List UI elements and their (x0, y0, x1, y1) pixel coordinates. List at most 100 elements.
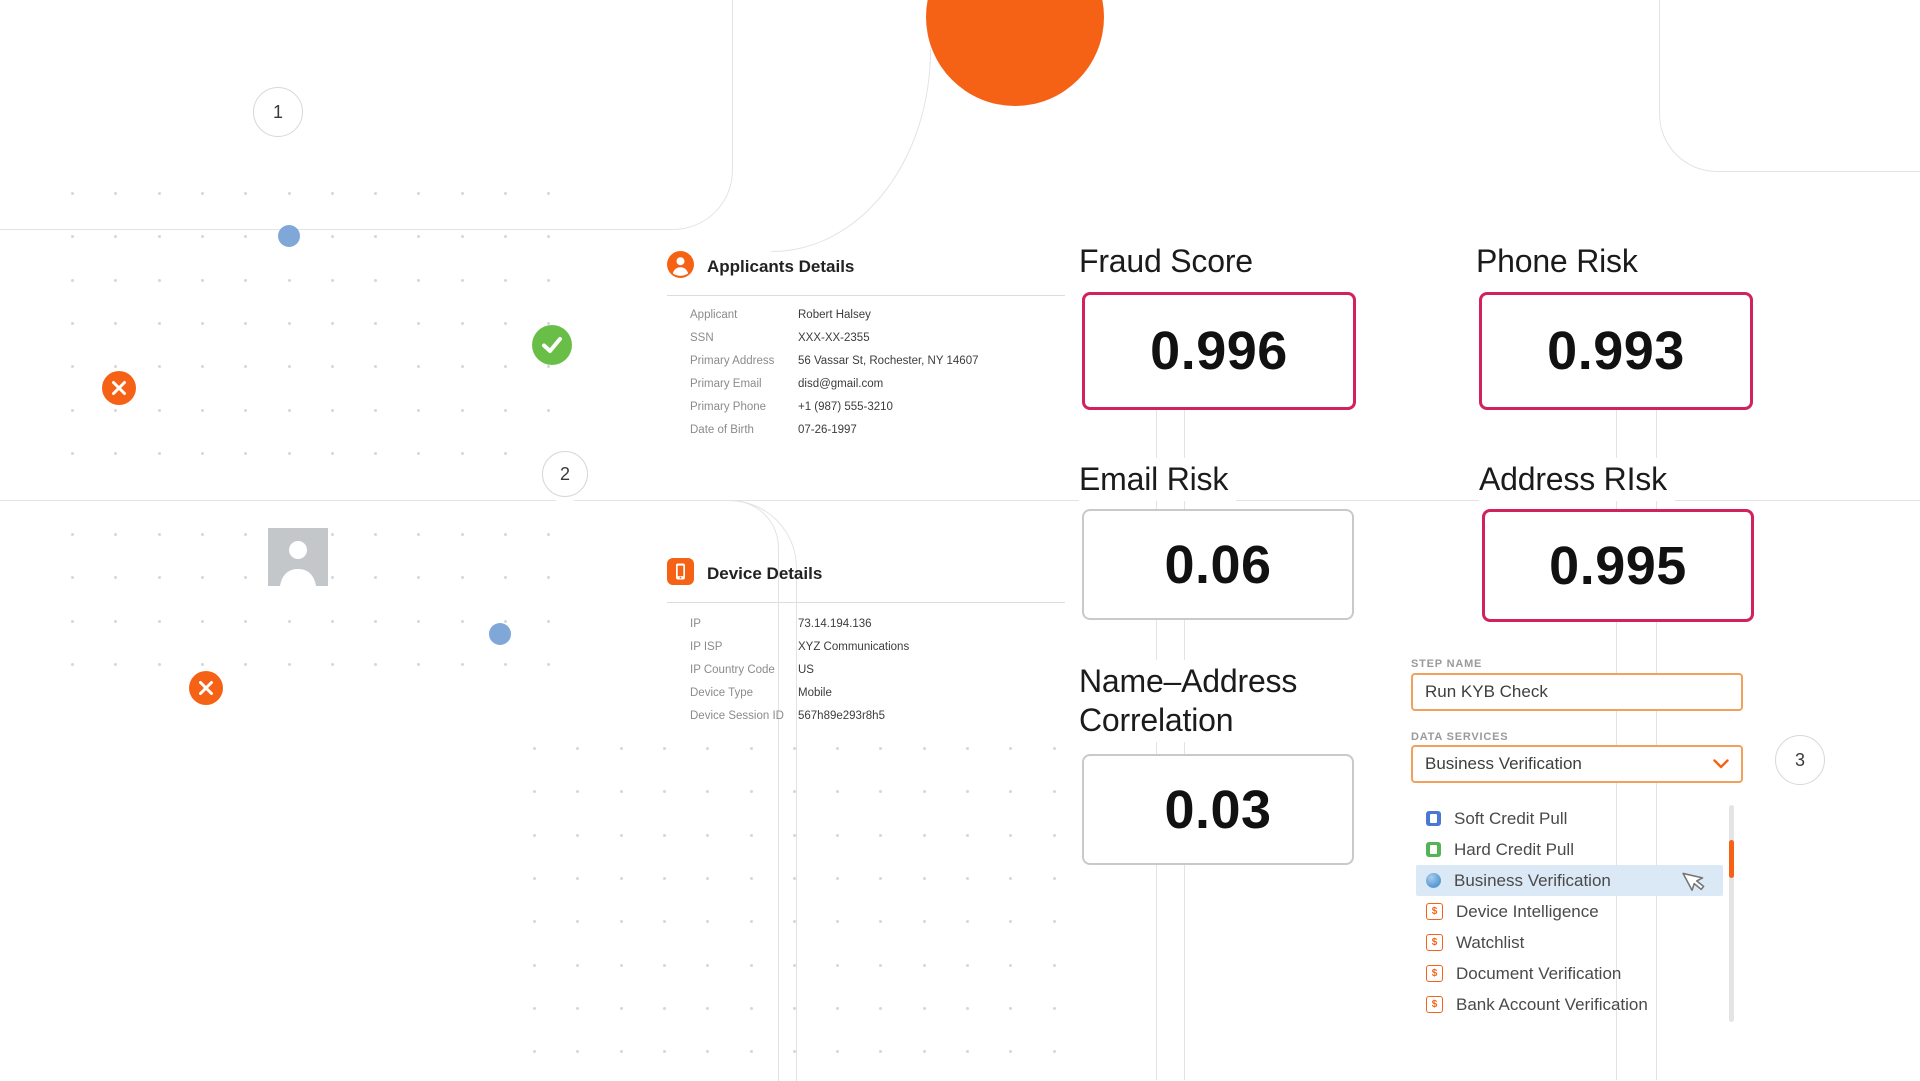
field-label: Device Type (690, 687, 754, 699)
grid-dot (331, 576, 334, 579)
scrollbar-thumb[interactable] (1729, 840, 1734, 878)
grid-dot (374, 235, 377, 238)
workflow-container-outline (1659, 0, 1920, 172)
grid-dot (417, 452, 420, 455)
option-business-verification[interactable]: Business Verification (1416, 865, 1723, 896)
grid-dot (331, 322, 334, 325)
phone-risk-value: 0.993 (1547, 321, 1685, 381)
grid-dot (533, 920, 536, 923)
email-risk-box: 0.06 (1082, 509, 1354, 620)
grid-dot (1009, 747, 1012, 750)
grid-dot (1009, 877, 1012, 880)
grid-dot (417, 322, 420, 325)
field-label: Primary Phone (690, 401, 767, 413)
grid-dot (417, 533, 420, 536)
grid-dot (750, 920, 753, 923)
grid-dot (244, 235, 247, 238)
step-marker-3: 3 (1775, 735, 1825, 785)
grid-dot (331, 452, 334, 455)
option-label: Soft Credit Pull (1454, 808, 1568, 828)
grid-dot (71, 533, 74, 536)
grid-dot (1009, 920, 1012, 923)
field-row: Primary Phone +1 (987) 555-3210 (667, 400, 1065, 414)
grid-dot (504, 409, 507, 412)
grid-dot (331, 279, 334, 282)
grid-dot (374, 533, 377, 536)
grid-dot (374, 409, 377, 412)
option-soft-credit-pull[interactable]: Soft Credit Pull (1416, 803, 1723, 834)
dollar-orange-icon (1426, 934, 1443, 951)
grid-dot (750, 747, 753, 750)
grid-dot (663, 1050, 666, 1053)
grid-dot (547, 365, 550, 368)
scrollbar[interactable] (1729, 805, 1734, 1022)
dollar-orange-icon (1426, 965, 1443, 982)
device-details-card: Device Details IP 73.14.194.136 IP ISP XYZ… (667, 557, 1065, 732)
grid-dot (288, 620, 291, 623)
field-row: Primary Address 56 Vassar St, Rochester, … (667, 354, 1065, 368)
option-document-verification[interactable]: Document Verification (1416, 958, 1723, 989)
field-row: IP 73.14.194.136 (667, 617, 1065, 631)
field-value: US (798, 664, 814, 676)
grid-dot (879, 920, 882, 923)
grid-dot (533, 877, 536, 880)
grid-dot (966, 877, 969, 880)
grid-dot (158, 235, 161, 238)
grid-dot (461, 322, 464, 325)
grid-dot (547, 452, 550, 455)
address-risk-title: Address RIsk (1479, 458, 1675, 502)
grid-dot (1009, 1007, 1012, 1010)
name-address-correlation-box: 0.03 (1082, 754, 1354, 865)
grid-dot (71, 365, 74, 368)
grid-dot (966, 834, 969, 837)
address-risk-box: 0.995 (1482, 509, 1754, 622)
grid-dot (750, 964, 753, 967)
applicant-card-header: Applicants Details (667, 250, 1065, 284)
device-card-title: Device Details (707, 564, 823, 583)
grid-dot (158, 533, 161, 536)
grid-dot (923, 834, 926, 837)
grid-dot (706, 920, 709, 923)
grid-dot (576, 790, 579, 793)
grid-dot (114, 452, 117, 455)
grid-dot (793, 920, 796, 923)
grid-dot (547, 663, 550, 666)
grid-dot (331, 620, 334, 623)
grid-dot (158, 192, 161, 195)
field-row: Primary Email disd@gmail.com (667, 377, 1065, 391)
grid-dot (1009, 834, 1012, 837)
grid-dot (663, 877, 666, 880)
field-row: IP Country Code US (667, 663, 1065, 677)
name-address-correlation-title: Name–Address Correlation (1079, 660, 1339, 743)
grid-dot (706, 747, 709, 750)
person-icon (667, 251, 694, 283)
grid-dot (879, 964, 882, 967)
grid-dot (836, 790, 839, 793)
grid-dot (158, 452, 161, 455)
grid-dot (547, 322, 550, 325)
option-watchlist[interactable]: Watchlist (1416, 927, 1723, 958)
field-row: IP ISP XYZ Communications (667, 640, 1065, 654)
option-device-intelligence[interactable]: Device Intelligence (1416, 896, 1723, 927)
grid-dot (879, 747, 882, 750)
option-hard-credit-pull[interactable]: Hard Credit Pull (1416, 834, 1723, 865)
option-label: Watchlist (1456, 932, 1525, 952)
step-name-input[interactable] (1411, 673, 1743, 711)
grid-dot (966, 1007, 969, 1010)
error-x-icon (189, 671, 223, 710)
dollar-orange-icon (1426, 903, 1443, 920)
grid-dot (793, 877, 796, 880)
field-row: Date of Birth 07-26-1997 (667, 423, 1065, 437)
field-value: XXX-XX-2355 (798, 332, 870, 344)
grid-dot (879, 1007, 882, 1010)
data-services-select[interactable]: Business Verification (1411, 745, 1743, 783)
grid-dot (576, 964, 579, 967)
grid-dot (158, 279, 161, 282)
grid-dot (244, 365, 247, 368)
grid-dot (244, 409, 247, 412)
grid-dot (836, 834, 839, 837)
field-value: 07-26-1997 (798, 424, 857, 436)
grid-dot (706, 834, 709, 837)
option-bank-account-verification[interactable]: Bank Account Verification (1416, 989, 1723, 1020)
grid-dot (244, 322, 247, 325)
